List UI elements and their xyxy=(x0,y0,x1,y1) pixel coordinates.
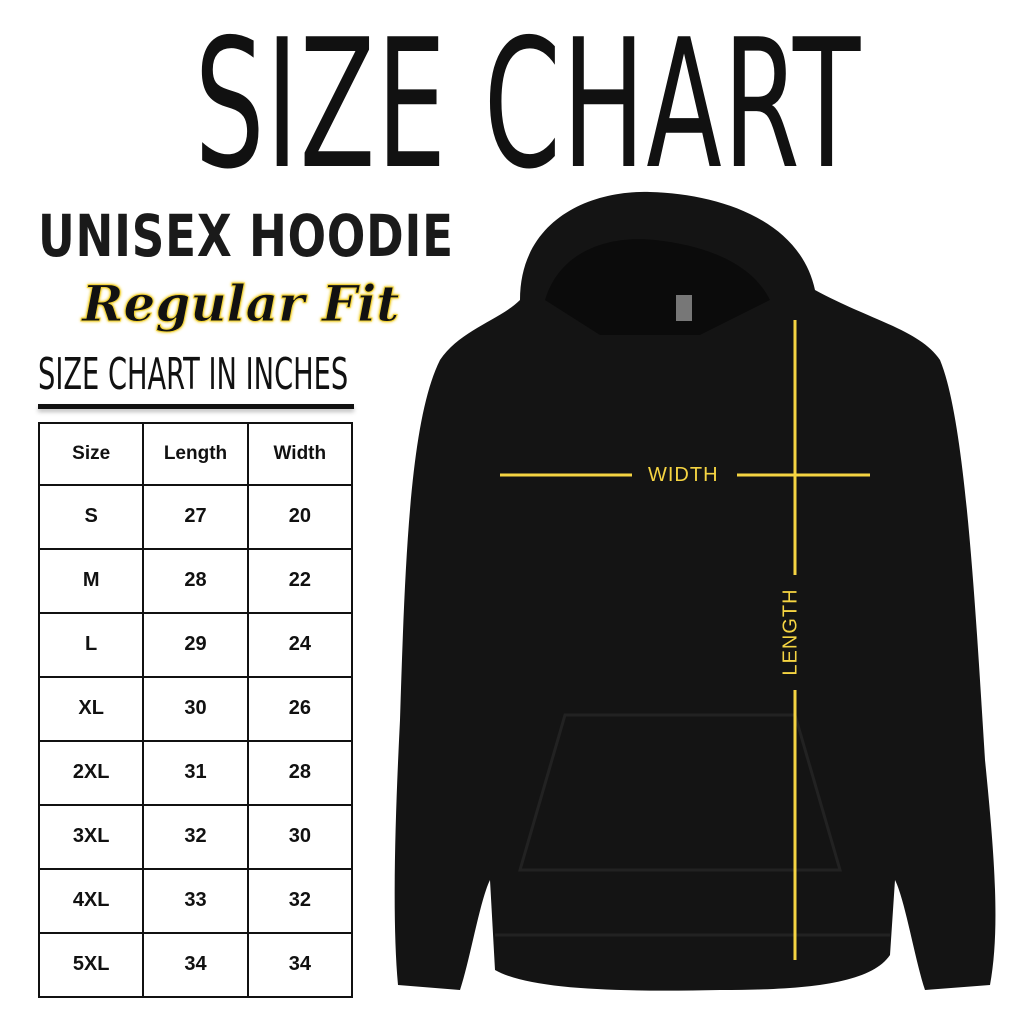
cell-size: L xyxy=(37,611,145,678)
cell-width: 32 xyxy=(246,867,354,934)
size-table: Size Length Width S 27 20 M 28 22 L 29 24 XL 30… xyxy=(37,422,354,999)
page-title: SIZE CHART xyxy=(194,1,862,208)
cell-size: 5XL xyxy=(37,931,145,999)
table-row: L 29 24 xyxy=(37,611,354,678)
cell-size: 2XL xyxy=(37,739,145,806)
header-size: Size xyxy=(37,422,145,486)
cell-length: 34 xyxy=(142,931,249,999)
cell-size: 3XL xyxy=(37,803,145,870)
header-width: Width xyxy=(246,422,354,486)
cell-size: 4XL xyxy=(37,867,145,934)
table-row: 5XL 34 34 xyxy=(37,931,354,999)
units-heading: SIZE CHART IN INCHES xyxy=(38,349,349,400)
cell-length: 29 xyxy=(142,611,249,678)
table-row: S 27 20 xyxy=(37,483,354,550)
cell-length: 30 xyxy=(142,675,249,742)
cell-width: 20 xyxy=(246,483,354,550)
table-row: 2XL 31 28 xyxy=(37,739,354,806)
cell-width: 34 xyxy=(246,931,354,999)
cell-size: XL xyxy=(37,675,145,742)
cell-length: 28 xyxy=(142,547,249,614)
cell-length: 31 xyxy=(142,739,249,806)
cell-length: 27 xyxy=(142,483,249,550)
cell-length: 32 xyxy=(142,803,249,870)
cell-size: M xyxy=(37,547,145,614)
table-header-row: Size Length Width xyxy=(37,422,354,486)
table-row: 4XL 33 32 xyxy=(37,867,354,934)
cell-width: 26 xyxy=(246,675,354,742)
table-row: M 28 22 xyxy=(37,547,354,614)
cell-length: 33 xyxy=(142,867,249,934)
table-row: 3XL 32 30 xyxy=(37,803,354,870)
heading-underline xyxy=(38,404,354,409)
cell-width: 22 xyxy=(246,547,354,614)
header-length: Length xyxy=(142,422,249,486)
cell-width: 30 xyxy=(246,803,354,870)
cell-width: 24 xyxy=(246,611,354,678)
length-label: LENGTH xyxy=(779,588,802,676)
cell-size: S xyxy=(37,483,145,550)
hoodie-image xyxy=(394,191,996,991)
table-row: XL 30 26 xyxy=(37,675,354,742)
product-name: UNISEX HOODIE xyxy=(38,202,454,270)
width-label: WIDTH xyxy=(648,464,719,486)
cell-width: 28 xyxy=(246,739,354,806)
fit-label: Regular Fit xyxy=(81,274,400,334)
